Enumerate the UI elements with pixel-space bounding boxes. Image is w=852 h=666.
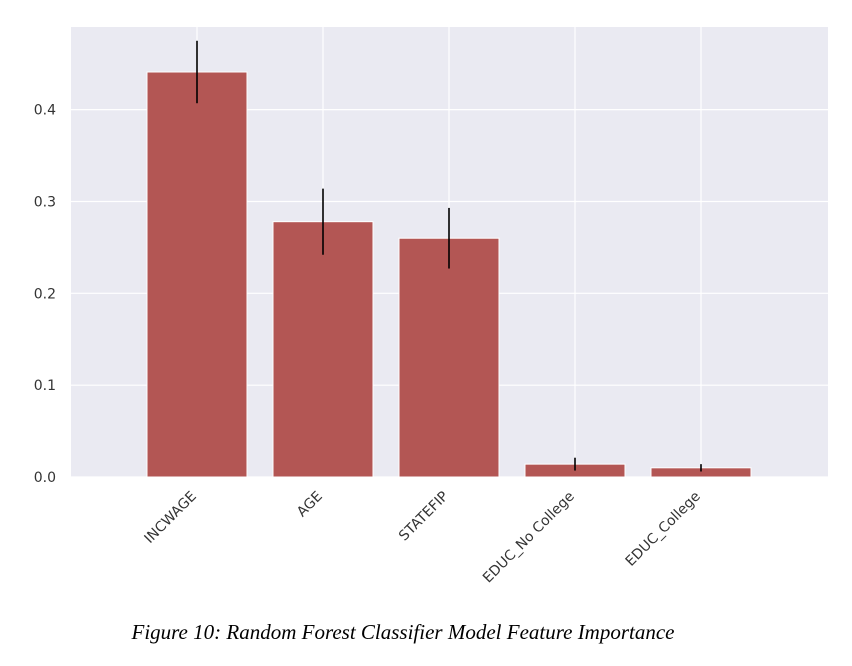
y-tick-label: 0.2 bbox=[34, 286, 56, 302]
x-tick-label: INCWAGE bbox=[142, 489, 200, 547]
y-tick-label: 0.3 bbox=[34, 194, 56, 210]
figure-caption: Figure 10: Random Forest Classifier Mode… bbox=[0, 620, 852, 645]
x-tick-label: EDUC_No College bbox=[480, 489, 578, 587]
figure-caption-text: Figure 10: Random Forest Classifier Mode… bbox=[131, 620, 675, 644]
y-tick-labels: 0.0 0.1 0.2 0.3 0.4 bbox=[34, 103, 56, 486]
x-tick-labels: INCWAGE AGE STATEFIP EDUC_No College EDUC_Co… bbox=[142, 489, 704, 587]
error-bars bbox=[196, 40, 702, 472]
bar-incwage bbox=[146, 71, 248, 478]
bar-age bbox=[272, 221, 374, 478]
y-tick-label: 0.1 bbox=[34, 378, 56, 394]
bar-statefip bbox=[398, 237, 500, 478]
bars bbox=[146, 71, 752, 478]
feature-importance-chart: 0.0 0.1 0.2 0.3 0.4 INCWAGE AGE STATEFIP EDUC_N… bbox=[34, 27, 828, 587]
x-tick-label: EDUC_College bbox=[623, 489, 704, 570]
y-tick-label: 0.0 bbox=[34, 470, 56, 486]
x-tick-label: STATEFIP bbox=[396, 489, 452, 545]
y-tick-label: 0.4 bbox=[34, 103, 56, 119]
x-tick-label: AGE bbox=[294, 489, 326, 521]
